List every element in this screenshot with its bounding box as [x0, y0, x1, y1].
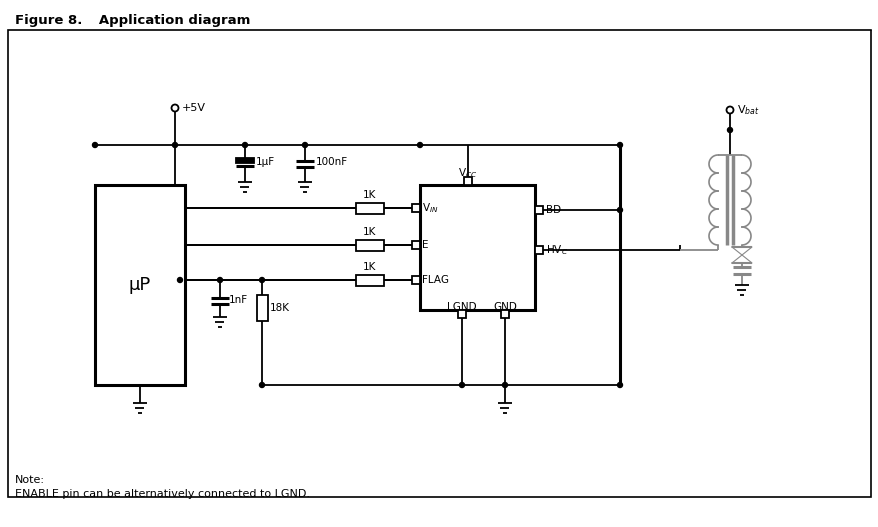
Circle shape — [302, 142, 307, 148]
Text: BD: BD — [545, 205, 560, 215]
Bar — [412, 241, 420, 249]
Circle shape — [459, 383, 464, 387]
Bar — [95, 185, 184, 385]
Bar — [500, 310, 508, 318]
Text: Note:: Note: — [15, 475, 45, 485]
Bar — [356, 240, 384, 251]
Circle shape — [172, 142, 177, 148]
Text: μP: μP — [129, 276, 151, 294]
Circle shape — [617, 142, 622, 148]
Text: HV$_{C}$: HV$_{C}$ — [545, 243, 567, 257]
Text: 1μF: 1μF — [255, 157, 275, 167]
Bar — [412, 276, 420, 284]
Circle shape — [177, 278, 183, 282]
Bar — [535, 246, 543, 254]
Circle shape — [617, 383, 622, 387]
Bar — [535, 206, 543, 214]
Bar — [235, 158, 254, 163]
Polygon shape — [731, 247, 752, 255]
Text: 1K: 1K — [363, 190, 377, 200]
Text: V$_{IN}$: V$_{IN}$ — [421, 201, 438, 215]
Text: +5V: +5V — [182, 103, 205, 113]
Bar — [356, 203, 384, 214]
Text: Application diagram: Application diagram — [85, 14, 250, 26]
Text: E: E — [421, 240, 428, 250]
Circle shape — [417, 142, 422, 148]
Text: 18K: 18K — [270, 303, 290, 313]
Polygon shape — [731, 255, 752, 263]
Bar — [8, 30, 870, 497]
Text: V$_{CC}$: V$_{CC}$ — [457, 166, 477, 180]
Circle shape — [727, 128, 731, 132]
Text: LGND: LGND — [447, 302, 476, 312]
Bar — [464, 177, 471, 185]
Bar — [356, 275, 384, 286]
Circle shape — [617, 208, 622, 212]
Text: ENABLE pin can be alternatively connected to LGND.: ENABLE pin can be alternatively connecte… — [15, 489, 310, 499]
Bar — [457, 310, 465, 318]
Circle shape — [92, 142, 97, 148]
Text: 1K: 1K — [363, 262, 377, 272]
Bar — [412, 204, 420, 212]
Text: FLAG: FLAG — [421, 275, 449, 285]
Circle shape — [242, 142, 248, 148]
Text: 1nF: 1nF — [229, 295, 248, 305]
Bar — [256, 295, 268, 321]
Circle shape — [259, 383, 264, 387]
Circle shape — [217, 278, 222, 282]
Text: 1K: 1K — [363, 227, 377, 237]
Circle shape — [502, 383, 507, 387]
Circle shape — [259, 278, 264, 282]
Bar — [420, 185, 535, 310]
Text: Figure 8.: Figure 8. — [15, 14, 83, 26]
Text: 100nF: 100nF — [315, 157, 348, 167]
Text: GND: GND — [493, 302, 516, 312]
Text: V$_{bat}$: V$_{bat}$ — [736, 103, 759, 117]
